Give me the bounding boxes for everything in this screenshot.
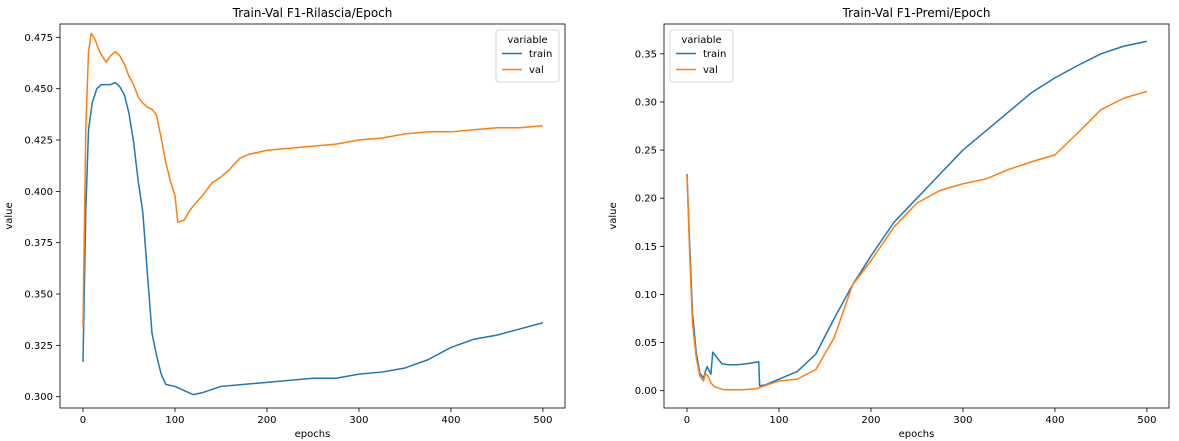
plot-area-frame: [59, 23, 566, 409]
legend: variable train val: [495, 29, 560, 83]
y-tick-label: 0.20: [635, 194, 657, 205]
plot-area-frame: [663, 23, 1170, 409]
legend: variable train val: [669, 29, 734, 83]
x-tick-label: 300: [349, 415, 368, 426]
x-axis-label: epochs: [899, 429, 935, 440]
x-tick-label: 300: [953, 415, 972, 426]
x-tick-label: 400: [441, 415, 460, 426]
x-tick-label: 200: [861, 415, 880, 426]
x-tick-label: 100: [165, 415, 184, 426]
y-tick-label: 0.350: [24, 290, 53, 301]
x-tick-label: 0: [80, 415, 86, 426]
y-tick-label: 0.15: [635, 242, 657, 253]
y-tick-label: 0.375: [24, 238, 53, 249]
series-line-train: [82, 81, 544, 396]
legend-entry-val: val: [703, 65, 718, 76]
y-tick-label: 0.00: [635, 386, 657, 397]
x-tick-label: 200: [257, 415, 276, 426]
series-line-train: [686, 40, 1148, 387]
y-tick-label: 0.300: [24, 392, 53, 403]
y-tick-label: 0.10: [635, 290, 657, 301]
y-tick-label: 0.450: [24, 84, 53, 95]
legend-entry-train: train: [703, 49, 726, 60]
legend-entry-train: train: [529, 49, 552, 60]
x-tick-label: 100: [769, 415, 788, 426]
x-axis-label: epochs: [295, 429, 331, 440]
chart-title: Train-Val F1-Rilascia/Epoch: [232, 6, 393, 20]
legend-title: variable: [681, 35, 721, 46]
x-tick-label: 0: [684, 415, 690, 426]
y-tick-label: 0.425: [24, 136, 53, 147]
chart-title: Train-Val F1-Premi/Epoch: [842, 6, 991, 20]
y-tick-label: 0.325: [24, 341, 53, 352]
y-tick-label: 0.30: [635, 97, 657, 108]
x-tick-label: 400: [1045, 415, 1064, 426]
x-tick-label: 500: [533, 415, 552, 426]
y-tick-label: 0.05: [635, 338, 657, 349]
y-axis-label: value: [4, 202, 15, 229]
y-tick-label: 0.400: [24, 187, 53, 198]
y-tick-label: 0.35: [635, 49, 657, 60]
y-axis-label: value: [608, 202, 619, 229]
y-tick-label: 0.475: [24, 33, 53, 44]
legend-title: variable: [507, 35, 547, 46]
series-line-val: [686, 90, 1148, 391]
legend-entry-val: val: [529, 65, 544, 76]
chart-panel-f1-rilascia: 0 100 200 300 400 500 0.300 0.325 0.350 0.375 0.40…: [4, 6, 566, 440]
x-tick-label: 500: [1137, 415, 1156, 426]
y-tick-label: 0.25: [635, 146, 657, 157]
chart-panel-f1-premi: 0 100 200 300 400 500 0.00 0.05 0.10 0.15 0.20 0.25…: [608, 6, 1170, 440]
series-line-val: [82, 32, 543, 327]
